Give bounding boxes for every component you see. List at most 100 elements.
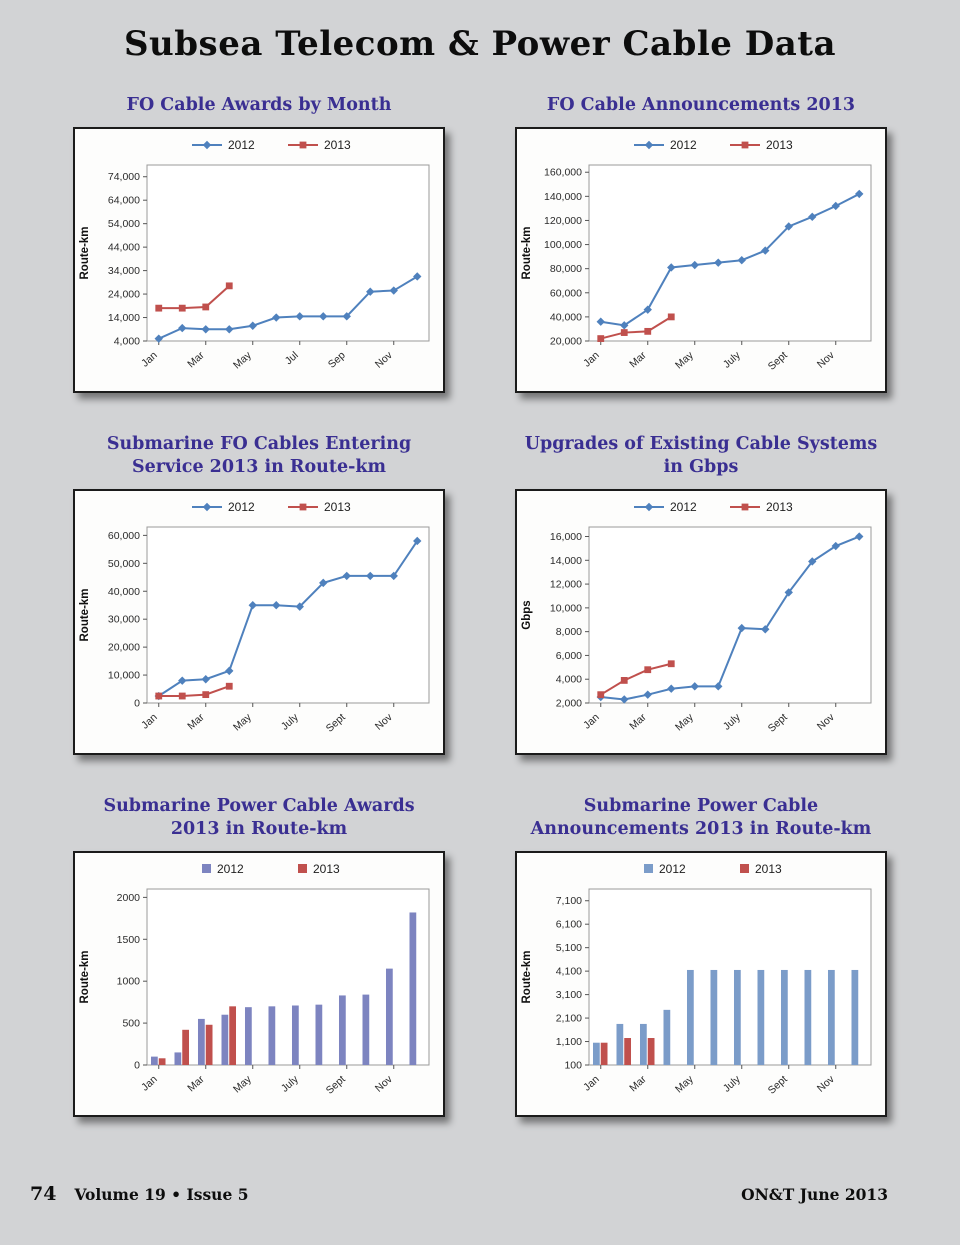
svg-text:Mar: Mar [627, 349, 649, 370]
svg-text:1000: 1000 [117, 976, 141, 988]
chart-block-fo-cable-announcements: FO Cable Announcements 2013 20,000 40,000… [515, 94, 887, 394]
svg-text:2013: 2013 [324, 500, 351, 514]
svg-text:Sept: Sept [766, 349, 790, 372]
chart-title-upgrades-gbps: Upgrades of Existing Cable Systems in Gb… [524, 434, 878, 478]
svg-text:80,000: 80,000 [550, 263, 582, 275]
svg-text:64,000: 64,000 [108, 195, 140, 207]
svg-text:24,000: 24,000 [108, 289, 140, 301]
svg-text:July: July [721, 1073, 743, 1095]
svg-text:54,000: 54,000 [108, 218, 140, 230]
plot-area [146, 888, 430, 1066]
svg-text:Mar: Mar [627, 1073, 649, 1094]
series-line-2013 [158, 285, 230, 310]
series-bar-2012 [757, 970, 765, 1066]
svg-text:20,000: 20,000 [550, 336, 582, 348]
chart-panel-upgrades-gbps: 2,000 4,000 6,000 8,000 10,000 12,000 14,000 16… [515, 489, 887, 756]
chart-canvas-power-cable-awards: 0 500 1000 1500 2000 Jan Mar May July Sept Nov Rout… [79, 862, 430, 1097]
svg-text:100,000: 100,000 [544, 239, 582, 251]
svg-text:Route-km: Route-km [521, 227, 533, 280]
svg-text:Nov: Nov [815, 711, 837, 733]
svg-text:2000: 2000 [117, 892, 141, 904]
series-bar-2012 [592, 1043, 600, 1066]
plot-area [146, 164, 430, 342]
svg-text:60,000: 60,000 [550, 287, 582, 299]
svg-text:60,000: 60,000 [108, 530, 140, 542]
footer-page-number: 74 [30, 1183, 57, 1205]
svg-text:2012: 2012 [217, 862, 244, 876]
svg-text:Mar: Mar [185, 711, 207, 732]
chart-canvas-fo-entering-service: 0 10,000 20,000 30,000 40,000 50,000 60,000 Jan… [79, 500, 430, 735]
svg-text:160,000: 160,000 [544, 167, 582, 179]
chart-title-fo-cable-announcements: FO Cable Announcements 2013 [546, 95, 856, 115]
chart-title-fo-entering-service: Submarine FO Cables Entering Service 201… [106, 434, 412, 478]
svg-text:10,000: 10,000 [550, 603, 582, 615]
series-bar-2013 [158, 1058, 166, 1066]
series-bar-2013 [600, 1043, 608, 1066]
chart-canvas-fo-cable-awards: 4,000 14,000 24,000 34,000 44,000 54,000 64,00… [79, 138, 430, 372]
svg-text:Jan: Jan [139, 1074, 160, 1094]
svg-text:Jan: Jan [139, 711, 160, 731]
svg-text:Jan: Jan [581, 711, 602, 731]
series-bar-2012 [268, 1006, 276, 1066]
svg-text:0: 0 [134, 1060, 140, 1072]
svg-text:14,000: 14,000 [550, 555, 582, 567]
svg-text:40,000: 40,000 [550, 311, 582, 323]
svg-text:Nov: Nov [815, 349, 837, 371]
svg-text:1500: 1500 [117, 934, 141, 946]
svg-text:Nov: Nov [373, 1073, 395, 1095]
svg-text:Gbps: Gbps [521, 601, 533, 630]
svg-text:2012: 2012 [670, 500, 697, 514]
svg-text:7,100: 7,100 [556, 896, 582, 908]
series-bar-2012 [686, 970, 694, 1066]
series-bar-2012 [804, 970, 812, 1066]
series-line-2013 [600, 316, 672, 340]
series-bar-2013 [205, 1025, 213, 1066]
series-bar-2012 [291, 1005, 299, 1066]
chart-block-power-cable-announcements: Submarine Power Cable Announcements 2013… [515, 795, 887, 1118]
svg-text:Mar: Mar [185, 349, 207, 370]
svg-text:May: May [673, 349, 696, 372]
series-line-2013 [158, 685, 230, 698]
svg-text:100: 100 [564, 1060, 582, 1072]
svg-text:May: May [673, 711, 696, 734]
svg-text:2013: 2013 [766, 138, 793, 152]
svg-text:July: July [721, 711, 743, 733]
svg-text:74,000: 74,000 [108, 171, 140, 183]
svg-text:50,000: 50,000 [108, 558, 140, 570]
svg-text:10,000: 10,000 [108, 670, 140, 682]
svg-text:May: May [231, 711, 254, 734]
chart-panel-fo-entering-service: 0 10,000 20,000 30,000 40,000 50,000 60,000 Jan… [73, 489, 445, 756]
svg-text:July: July [279, 711, 301, 733]
svg-text:2013: 2013 [313, 862, 340, 876]
plot-area [146, 526, 430, 704]
series-bar-2013 [182, 1030, 190, 1066]
svg-text:Route-km: Route-km [79, 951, 91, 1004]
svg-text:500: 500 [122, 1018, 140, 1030]
svg-text:Nov: Nov [373, 711, 395, 733]
series-bar-2013 [624, 1038, 632, 1066]
svg-text:6,000: 6,000 [556, 650, 582, 662]
page-title: Subsea Telecom & Power Cable Data [124, 24, 836, 64]
svg-text:Sep: Sep [326, 349, 348, 371]
chart-canvas-fo-cable-announcements: 20,000 40,000 60,000 80,000 100,000 120,000 14… [521, 138, 872, 373]
plot-area [588, 526, 872, 704]
svg-text:4,100: 4,100 [556, 966, 582, 978]
svg-text:12,000: 12,000 [550, 579, 582, 591]
series-bar-2012 [150, 1057, 158, 1066]
svg-text:30,000: 30,000 [108, 614, 140, 626]
chart-title-power-cable-announcements: Submarine Power Cable Announcements 2013… [530, 796, 872, 840]
chart-canvas-upgrades-gbps: 2,000 4,000 6,000 8,000 10,000 12,000 14,000 16… [521, 500, 872, 735]
series-line-2013 [600, 663, 672, 696]
chart-panel-fo-cable-announcements: 20,000 40,000 60,000 80,000 100,000 120,000 14… [515, 127, 887, 394]
series-bar-2012 [780, 970, 788, 1066]
svg-text:May: May [231, 349, 254, 372]
svg-text:Mar: Mar [185, 1073, 207, 1094]
series-bar-2012 [616, 1024, 624, 1066]
svg-text:0: 0 [134, 698, 140, 710]
footer: 74 Volume 19 • Issue 5 ON&T June 2013 [0, 1183, 960, 1205]
series-line-2012 [600, 535, 860, 701]
svg-text:6,100: 6,100 [556, 919, 582, 931]
svg-text:2,100: 2,100 [556, 1013, 582, 1025]
svg-text:14,000: 14,000 [108, 312, 140, 324]
svg-text:8,000: 8,000 [556, 626, 582, 638]
